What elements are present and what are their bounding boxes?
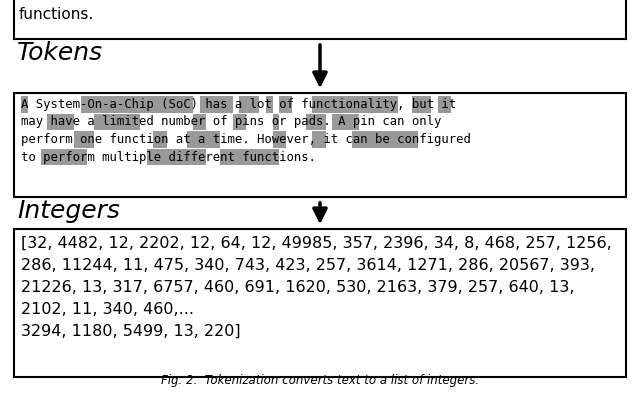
Text: A System-On-a-Chip (SoC) has a lot of functionality, but it: A System-On-a-Chip (SoC) has a lot of fu… bbox=[21, 98, 456, 111]
Text: perform one function at a time. However, it can be configured: perform one function at a time. However,… bbox=[21, 133, 471, 146]
Bar bbox=[412, 96, 431, 112]
Bar bbox=[239, 96, 259, 112]
Bar bbox=[14, 93, 626, 197]
Bar bbox=[74, 131, 94, 148]
Bar bbox=[94, 114, 140, 130]
Bar bbox=[306, 114, 326, 130]
Text: may have a limited number of pins or pads. A pin can only: may have a limited number of pins or pad… bbox=[21, 116, 442, 129]
Bar bbox=[233, 114, 246, 130]
Bar bbox=[154, 131, 166, 148]
Bar bbox=[147, 148, 206, 165]
Bar bbox=[312, 96, 398, 112]
Text: Fig. 2.  Tokenization converts text to a list of integers.: Fig. 2. Tokenization converts text to a … bbox=[161, 374, 479, 387]
Text: 286, 11244, 11, 475, 340, 743, 423, 257, 3614, 1271, 286, 20567, 393,: 286, 11244, 11, 475, 340, 743, 423, 257,… bbox=[21, 258, 595, 273]
Bar bbox=[352, 131, 418, 148]
Bar bbox=[200, 96, 233, 112]
Bar bbox=[273, 131, 286, 148]
Text: 21226, 13, 317, 6757, 460, 691, 1620, 530, 2163, 379, 257, 640, 13,: 21226, 13, 317, 6757, 460, 691, 1620, 53… bbox=[21, 280, 575, 295]
Bar bbox=[41, 148, 87, 165]
Bar bbox=[279, 96, 292, 112]
Bar bbox=[220, 148, 279, 165]
Bar bbox=[186, 131, 220, 148]
Bar bbox=[47, 114, 74, 130]
Text: Tokens: Tokens bbox=[17, 41, 103, 65]
Text: [32, 4482, 12, 2202, 12, 64, 12, 49985, 357, 2396, 34, 8, 468, 257, 1256,: [32, 4482, 12, 2202, 12, 64, 12, 49985, … bbox=[21, 236, 612, 251]
Text: 3294, 1180, 5499, 13, 220]: 3294, 1180, 5499, 13, 220] bbox=[21, 324, 241, 339]
Text: Integers: Integers bbox=[17, 199, 120, 223]
Bar bbox=[193, 114, 206, 130]
Bar bbox=[81, 96, 193, 112]
Bar bbox=[438, 96, 451, 112]
Bar bbox=[332, 114, 358, 130]
Bar bbox=[21, 96, 28, 112]
Text: functions.: functions. bbox=[19, 7, 94, 22]
Text: 2102, 11, 340, 460,...: 2102, 11, 340, 460,... bbox=[21, 302, 194, 317]
Bar bbox=[14, 229, 626, 377]
Bar bbox=[273, 114, 279, 130]
Bar bbox=[312, 131, 326, 148]
Bar bbox=[266, 96, 273, 112]
Text: to perform multiple different functions.: to perform multiple different functions. bbox=[21, 150, 316, 164]
